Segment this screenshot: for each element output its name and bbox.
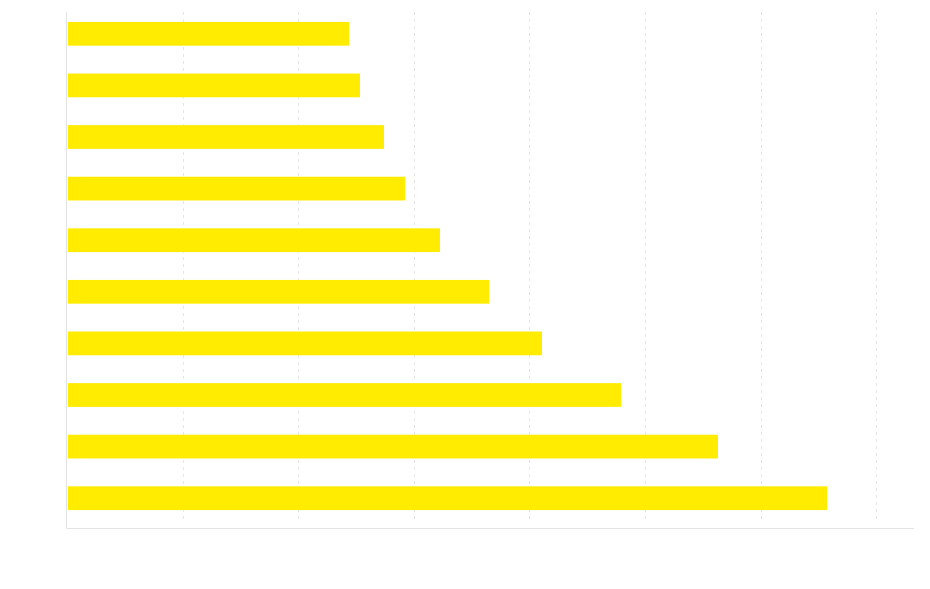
bar-6 <box>68 279 489 304</box>
axes <box>66 12 914 529</box>
bar-7 <box>68 331 542 356</box>
bar-9 <box>68 434 718 459</box>
bar-series <box>68 21 827 511</box>
bar-5 <box>68 228 440 253</box>
bar-10 <box>68 486 827 511</box>
bar-8 <box>68 383 621 407</box>
bar-3 <box>68 125 384 149</box>
bar-1 <box>68 21 349 46</box>
bar-2 <box>68 73 360 98</box>
bar-4 <box>68 176 405 201</box>
